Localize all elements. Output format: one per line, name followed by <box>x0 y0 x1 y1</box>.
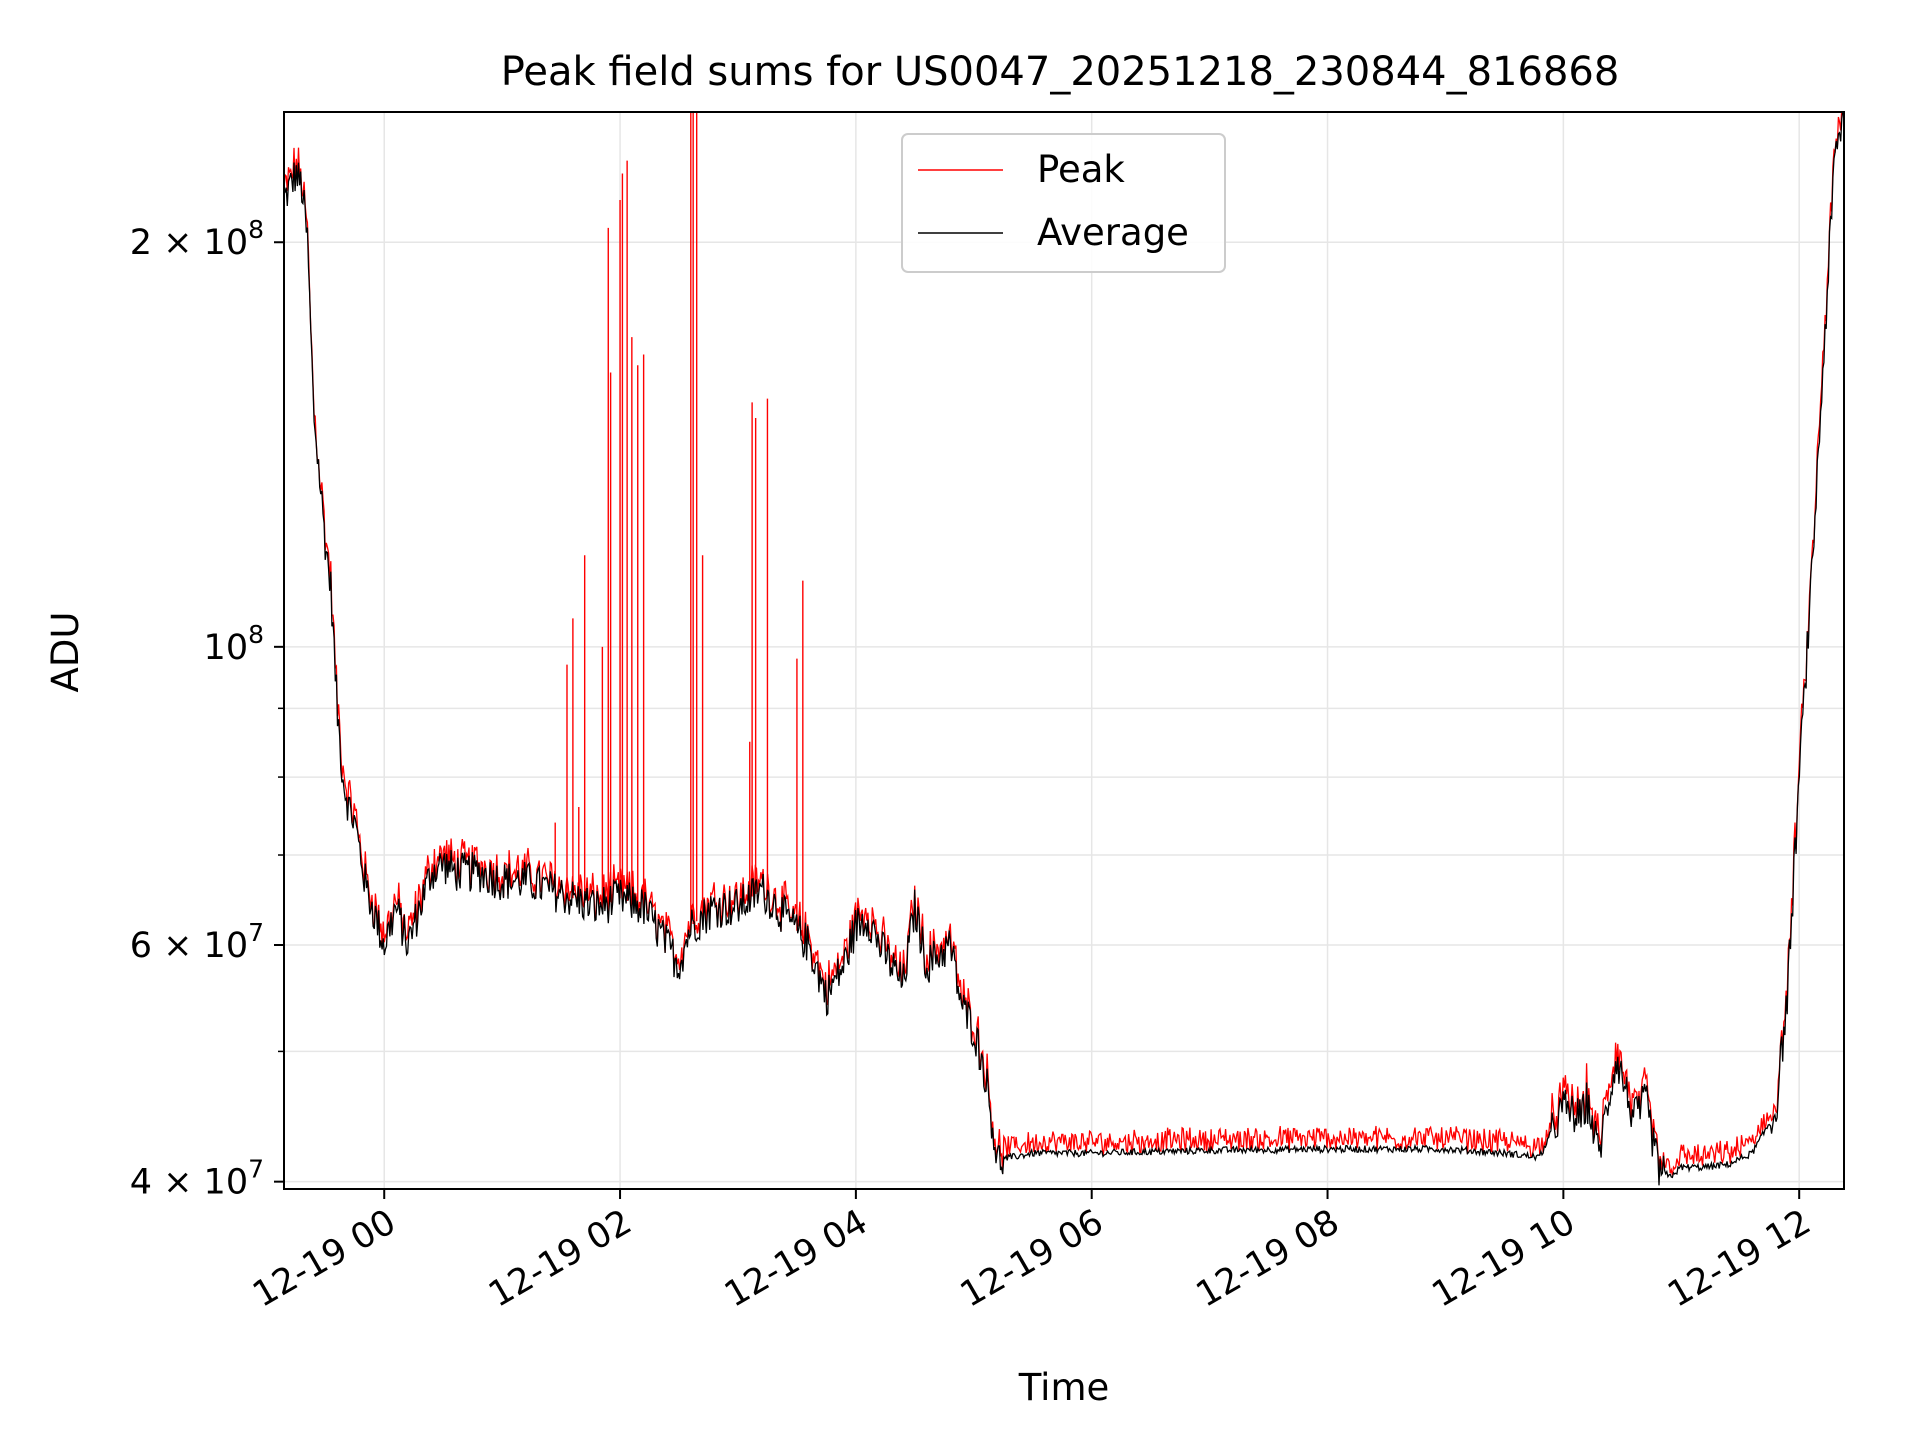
plot-frame <box>283 111 1845 1190</box>
y-axis-label: ADU <box>44 612 87 693</box>
grid <box>284 112 1844 1189</box>
legend-peak-label: Peak <box>1037 148 1125 191</box>
x-tick-label: 12-19 10 <box>1426 1202 1582 1315</box>
y-tick-label: 2 × 108 <box>130 215 264 263</box>
y-tick-label: 108 <box>204 620 264 668</box>
series-layer <box>284 112 1844 1186</box>
legend: Peak Average <box>901 133 1226 273</box>
y-tick-label: 4 × 107 <box>130 1155 264 1203</box>
x-axis-label: Time <box>1018 1366 1110 1409</box>
x-tick-label: 12-19 00 <box>246 1202 402 1315</box>
legend-average-label: Average <box>1037 211 1189 254</box>
y-axis: 4 × 107 6 × 107 108 2 × 108 <box>130 215 284 1203</box>
y-tick-label: 6 × 107 <box>130 918 264 966</box>
x-tick-label: 12-19 12 <box>1661 1202 1817 1315</box>
x-tick-label: 12-19 06 <box>954 1202 1110 1315</box>
x-axis: 12-19 00 12-19 02 12-19 04 12-19 06 12-19 08… <box>246 1189 1818 1315</box>
x-tick-label: 12-19 08 <box>1190 1202 1346 1315</box>
x-tick-label: 12-19 02 <box>482 1202 638 1315</box>
x-tick-label: 12-19 04 <box>718 1202 874 1315</box>
series-average-line <box>284 112 1844 1186</box>
chart-title: Peak field sums for US0047_20251218_2308… <box>501 49 1620 95</box>
legend-box <box>901 133 1226 273</box>
